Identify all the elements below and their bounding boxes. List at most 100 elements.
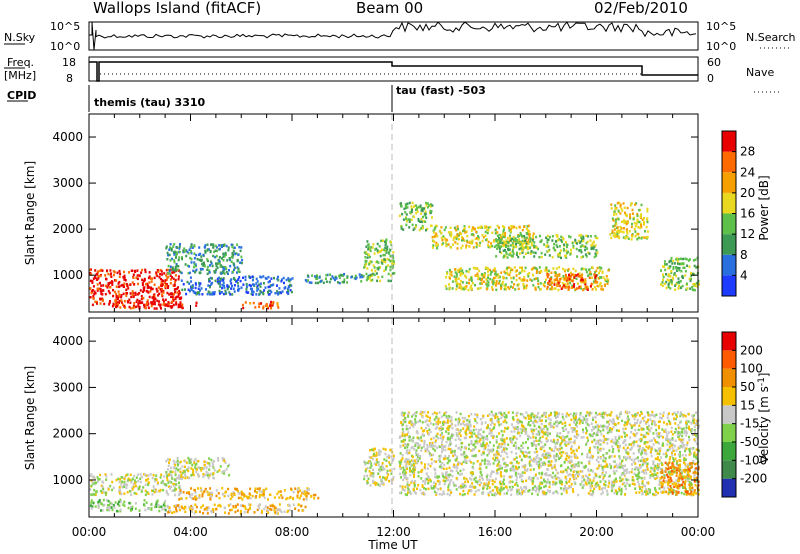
data-cell-velocity-1-14 [160, 505, 163, 508]
data-cell-power-2-70 [216, 266, 219, 270]
data-cell-velocity-6-1154 [624, 448, 627, 452]
data-cell-power-5-22 [354, 277, 357, 281]
data-cell-velocity-6-710 [650, 466, 653, 470]
data-cell-power-5-52 [342, 281, 345, 284]
data-cell-velocity-3-140 [207, 492, 210, 495]
data-cell-power-2-183 [219, 265, 222, 268]
data-cell-power-9-74 [579, 248, 582, 252]
data-cell-power-10-213 [585, 270, 588, 274]
data-cell-power-4-1 [252, 301, 255, 305]
data-cell-power-4-16 [249, 302, 252, 305]
data-cell-power-3-144 [211, 277, 213, 280]
data-cell-power-6-26 [379, 266, 382, 269]
data-cell-velocity-0-3 [147, 474, 150, 477]
data-cell-power-7-35 [410, 210, 413, 214]
data-cell-power-7-63 [405, 217, 407, 220]
data-cell-power-8-111 [466, 234, 469, 238]
data-cell-velocity-6-654 [641, 486, 644, 489]
data-cell-power-3-124 [259, 275, 262, 278]
data-cell-power-0-40 [161, 294, 164, 298]
data-cell-velocity-6-1247 [446, 475, 449, 478]
data-cell-power-3-196 [259, 282, 262, 285]
data-cell-power-8-96 [530, 241, 533, 244]
data-cell-velocity-0-172 [97, 478, 100, 481]
data-cell-power-2-130 [229, 264, 232, 268]
data-cell-velocity-4-131 [167, 473, 170, 476]
data-cell-power-11-69 [589, 285, 592, 288]
data-cell-power-10-355 [525, 286, 528, 290]
data-cell-power-10-336 [457, 269, 460, 272]
data-cell-power-12-152 [615, 222, 618, 226]
data-cell-velocity-6-178 [522, 441, 525, 445]
data-cell-power-0-256 [93, 275, 96, 279]
data-cell-power-8-63 [517, 241, 520, 244]
data-cell-velocity-4-100 [174, 470, 177, 473]
data-cell-velocity-6-582 [429, 478, 432, 481]
data-cell-power-5-50 [343, 272, 346, 276]
data-cell-velocity-6-987 [694, 430, 696, 433]
data-cell-power-6-53 [383, 269, 386, 273]
data-cell-velocity-6-1127 [448, 483, 451, 486]
data-cell-velocity-6-916 [503, 440, 506, 444]
data-cell-velocity-0-165 [151, 476, 154, 480]
data-cell-velocity-6-639 [441, 444, 444, 448]
data-cell-velocity-6-752 [532, 488, 535, 491]
data-cell-power-5-32 [341, 280, 344, 284]
data-cell-velocity-6-789 [482, 487, 484, 490]
data-cell-power-3-168 [231, 284, 233, 288]
data-cell-power-8-256 [469, 240, 472, 243]
data-cell-power-0-55 [97, 274, 100, 278]
data-cell-power-2-216 [220, 272, 223, 275]
data-cell-power-3-75 [216, 280, 219, 284]
data-cell-power-1-25 [151, 302, 154, 306]
data-cell-power-8-94 [439, 229, 442, 233]
data-cell-power-9-73 [505, 251, 508, 254]
data-cell-power-7-17 [413, 227, 416, 230]
data-cell-velocity-6-1360 [481, 421, 484, 424]
data-cell-velocity-6-1188 [551, 440, 554, 444]
data-cell-power-8-157 [442, 242, 445, 245]
data-cell-velocity-6-1325 [650, 454, 653, 458]
data-cell-power-0-195 [96, 289, 99, 292]
data-cell-power-0-241 [145, 289, 148, 293]
data-cell-velocity-5-24 [369, 460, 372, 463]
data-cell-power-10-291 [460, 285, 463, 289]
cpid-segment-2: tau (fast) -503 [396, 84, 486, 97]
data-cell-power-2-66 [239, 261, 242, 264]
data-cell-velocity-0-182 [169, 473, 172, 477]
data-cell-velocity-3-103 [302, 490, 305, 494]
data-cell-power-12-40 [646, 217, 649, 220]
data-cell-velocity-6-1376 [519, 474, 522, 478]
data-cell-power-3-90 [249, 284, 252, 287]
data-cell-velocity-6-952 [519, 412, 522, 416]
data-cell-velocity-0-177 [93, 481, 96, 485]
data-cell-velocity-2-132 [203, 508, 206, 511]
data-cell-power-0-59 [90, 273, 93, 276]
data-cell-velocity-6-804 [677, 435, 680, 438]
data-cell-power-12-20 [626, 232, 629, 235]
data-cell-velocity-2-117 [230, 508, 233, 512]
data-cell-power-3-146 [180, 279, 183, 282]
data-cell-power-4-12 [270, 307, 273, 310]
data-cell-velocity-3-85 [258, 490, 261, 493]
data-cell-power-10-402 [595, 269, 598, 273]
data-cell-velocity-6-101 [621, 419, 624, 422]
data-cell-velocity-1-51 [112, 503, 115, 507]
data-cell-power-2-1 [216, 249, 218, 253]
data-cell-power-8-74 [487, 240, 490, 244]
data-cell-power-11-55 [583, 281, 586, 284]
data-cell-velocity-4-13 [176, 476, 179, 480]
data-cell-velocity-6-222 [402, 471, 404, 474]
data-cell-velocity-0-32 [130, 479, 133, 482]
data-cell-velocity-0-65 [118, 485, 121, 489]
data-cell-power-0-301 [129, 292, 132, 295]
data-cell-velocity-6-506 [512, 418, 515, 421]
data-cell-velocity-6-1001 [455, 477, 458, 480]
data-cell-power-9-105 [595, 254, 598, 257]
data-cell-velocity-6-131 [560, 450, 563, 454]
data-cell-power-0-112 [163, 272, 166, 275]
data-cell-power-3-80 [190, 288, 193, 291]
data-cell-power-10-317 [465, 281, 468, 284]
data-cell-velocity-4-58 [228, 474, 231, 477]
data-cell-velocity-6-975 [684, 478, 687, 481]
